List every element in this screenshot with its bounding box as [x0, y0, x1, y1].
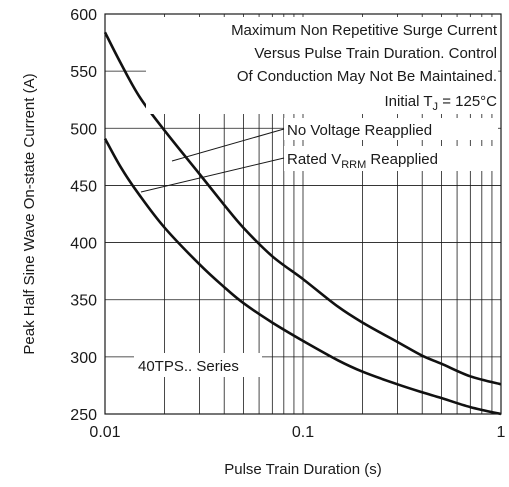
rated-v-suffix: Reapplied [366, 151, 438, 168]
series-label-box-1 [284, 118, 498, 140]
y-tick-label: 550 [70, 64, 97, 81]
y-tick-label: 500 [70, 121, 97, 138]
tick-labels: 250 300 350 400 450 500 550 600 0.01 0.1 1 [70, 7, 505, 441]
initial-tj-suffix: = 125°C [438, 93, 497, 110]
x-tick-label: 0.01 [89, 424, 120, 441]
series-label-box-2 [284, 146, 498, 171]
series-line-2 [103, 137, 502, 416]
initial-tj-label: Initial TJ = 125°C [384, 93, 497, 113]
title-line-3: Of Conduction May Not Be Maintained. [237, 68, 497, 85]
title-line-1: Maximum Non Repetitive Surge Current [231, 22, 498, 39]
series-name-label: 40TPS.. Series [138, 358, 239, 375]
x-tick-label: 1 [497, 424, 506, 441]
annotations: Maximum Non Repetitive Surge Current Ver… [134, 17, 498, 377]
series-label-rated: Rated VRRM Reapplied [287, 151, 438, 171]
rated-v-subscript: RRM [341, 159, 366, 171]
title-line-2: Versus Pulse Train Duration. Control [254, 45, 497, 62]
y-axis-title: Peak Half Sine Wave On-state Current (A) [21, 73, 38, 354]
title-annotation-box [146, 17, 498, 114]
series-label-no-voltage: No Voltage Reapplied [287, 122, 432, 139]
y-tick-label: 350 [70, 293, 97, 310]
x-axis-title: Pulse Train Duration (s) [224, 461, 382, 478]
series-name-box [134, 353, 262, 377]
y-tick-label: 450 [70, 178, 97, 195]
leader-line-no-voltage [171, 128, 285, 162]
x-tick-label: 0.1 [292, 424, 314, 441]
initial-tj-prefix: Initial T [384, 93, 432, 110]
leader-line-rated [140, 157, 285, 193]
y-tick-label: 250 [70, 407, 97, 424]
y-tick-label: 400 [70, 236, 97, 253]
rated-v-prefix: Rated V [287, 151, 341, 168]
plot-frame [104, 13, 502, 415]
y-tick-label: 600 [70, 7, 97, 24]
y-tick-label: 300 [70, 350, 97, 367]
initial-tj-subscript: J [433, 101, 439, 113]
